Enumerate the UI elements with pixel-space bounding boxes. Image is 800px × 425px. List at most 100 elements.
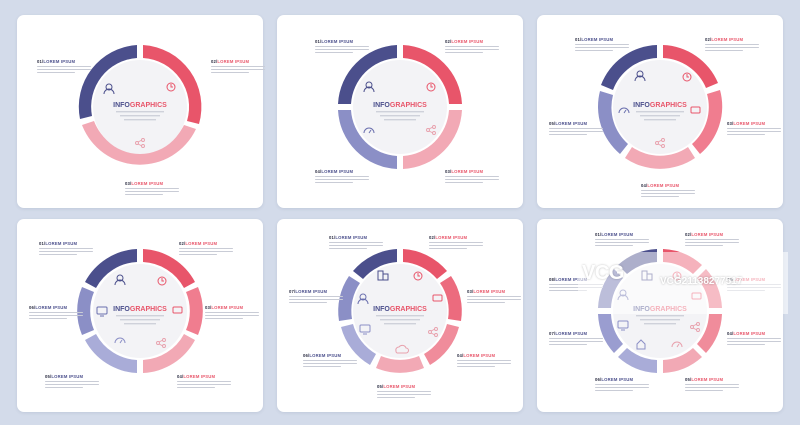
segment-4 [424,324,459,365]
panel-six-step: INFOGRAPHICS 01/LOREM IPSUM 02/LOREM IPS… [17,219,263,412]
segment-5 [85,334,137,373]
cloud-icon [395,344,409,354]
panel-three-step: INFOGRAPHICS 01/LOREM IPSUM 02/LOREM IPS… [17,15,265,208]
chat-icon [690,106,701,114]
building-icon [377,270,389,281]
pie-wheel-7: INFOGRAPHICS [338,249,462,373]
step-label-03: 03/LOREM IPSUM [467,289,521,303]
user-icon [363,81,375,93]
center-title-graphics: GRAPHICS [130,306,167,313]
step-label-03: 03/LOREM IPSUM [125,181,179,195]
segment-4 [625,147,695,169]
svg-text:INFOGRAPHICS: INFOGRAPHICS [373,102,427,109]
speedometer-icon [618,107,630,114]
segment-3 [403,110,462,169]
speedometer-icon [363,127,375,134]
segment-7 [598,314,623,353]
step-label-03: 03/LOREM IPSUM [727,121,781,135]
svg-text:INFOGRAPHICS: INFOGRAPHICS [373,306,427,313]
step-label-05: 05/LOREM IPSUM [377,384,431,398]
share-icon [428,327,438,337]
pie-wheel-8: INFOGRAPHICS [598,249,722,373]
segment-3 [186,287,203,335]
segment-2 [143,249,195,288]
step-label-01: 01/LOREM IPSUM [329,235,383,249]
panel-five-step: INFOGRAPHICS 01/LOREM IPSUM 02/LOREM IPS… [537,15,783,208]
clock-icon [166,82,176,92]
pie-wheel-3: INFOGRAPHICS [78,45,202,165]
segment-2 [403,45,462,104]
segment-1 [78,45,137,119]
clock-icon [157,276,167,286]
segment-1 [85,249,137,288]
step-label-01: 01/LOREM IPSUM [315,39,369,53]
step-label-02: 02/LOREM IPSUM [445,39,499,53]
share-icon [690,322,700,332]
pie-wheel-4: INFOGRAPHICS [338,45,462,169]
watermark-band [578,252,788,314]
segment-1 [353,249,397,279]
step-label-04: 04/LOREM IPSUM [727,331,781,345]
segment-4 [143,334,195,373]
step-label-04: 04/LOREM IPSUM [457,353,511,367]
step-label-02: 02/LOREM IPSUM [211,59,265,73]
panel-four-step: INFOGRAPHICS 01/LOREM IPSUM 02/LOREM IPS… [277,15,523,208]
pie-wheel-5: INFOGRAPHICS [597,45,723,169]
segment-2 [403,249,447,279]
step-label-06: 06/LOREM IPSUM [303,353,357,367]
step-label-01: 01/LOREM IPSUM [575,37,629,51]
monitor-icon [617,320,629,331]
speedometer-icon [671,341,683,348]
chat-icon [172,306,183,314]
share-icon [655,138,665,148]
segment-2 [143,45,202,124]
segment-5 [597,91,628,154]
step-label-01: 01/LOREM IPSUM [37,59,91,73]
svg-text:INFOGRAPHICS: INFOGRAPHICS [113,102,167,109]
center-title-graphics: GRAPHICS [130,102,167,109]
step-label-05: 05/LOREM IPSUM [685,377,739,391]
step-label-08: 08/LOREM IPSUM [549,277,603,291]
step-label-04: 04/LOREM IPSUM [641,183,695,197]
step-label-06: 06/LOREM IPSUM [29,305,83,319]
step-label-03: 03/LOREM IPSUM [205,305,259,319]
user-icon [634,70,646,82]
center-title-info: INFO [113,102,130,109]
segment-4 [697,314,722,353]
step-label-02: 02/LOREM IPSUM [705,37,759,51]
user-icon [103,83,115,95]
segment-1 [338,45,397,104]
center-title-info: INFO [373,102,390,109]
step-label-05: 05/LOREM IPSUM [549,121,603,135]
share-icon [135,138,145,148]
clock-icon [413,271,423,281]
step-label-06: 06/LOREM IPSUM [595,377,649,391]
step-label-01: 01/LOREM IPSUM [595,232,649,246]
step-label-02: 02/LOREM IPSUM [685,232,739,246]
share-icon [426,125,436,135]
panel-seven-step: INFOGRAPHICS 01/LOREM IPSUM 02/LOREM IPS… [277,219,523,412]
segment-3 [82,121,196,165]
chat-icon [432,294,443,302]
segment-2 [663,45,718,88]
center-title-graphics: GRAPHICS [390,306,427,313]
step-label-07: 07/LOREM IPSUM [549,331,603,345]
segment-6 [618,348,657,373]
segment-7 [338,276,360,321]
pie-wheel-6: INFOGRAPHICS [77,249,203,373]
segment-5 [376,356,424,373]
segment-1 [601,45,657,90]
speedometer-icon [114,337,126,344]
home-icon [636,339,646,350]
user-icon [357,293,369,305]
step-label-03: 03/LOREM IPSUM [445,169,499,183]
segment-6 [341,324,376,365]
monitor-icon [96,306,108,317]
step-label-02: 02/LOREM IPSUM [429,235,483,249]
share-icon [156,338,166,348]
user-icon [114,274,126,286]
panel-eight-step: INFOGRAPHICS 01/LOREM IPSUM 02/LOREM IPS… [537,219,783,412]
step-label-05: 05/LOREM IPSUM [45,374,99,388]
center-title-graphics: GRAPHICS [390,102,427,109]
step-label-04: 04/LOREM IPSUM [177,374,231,388]
